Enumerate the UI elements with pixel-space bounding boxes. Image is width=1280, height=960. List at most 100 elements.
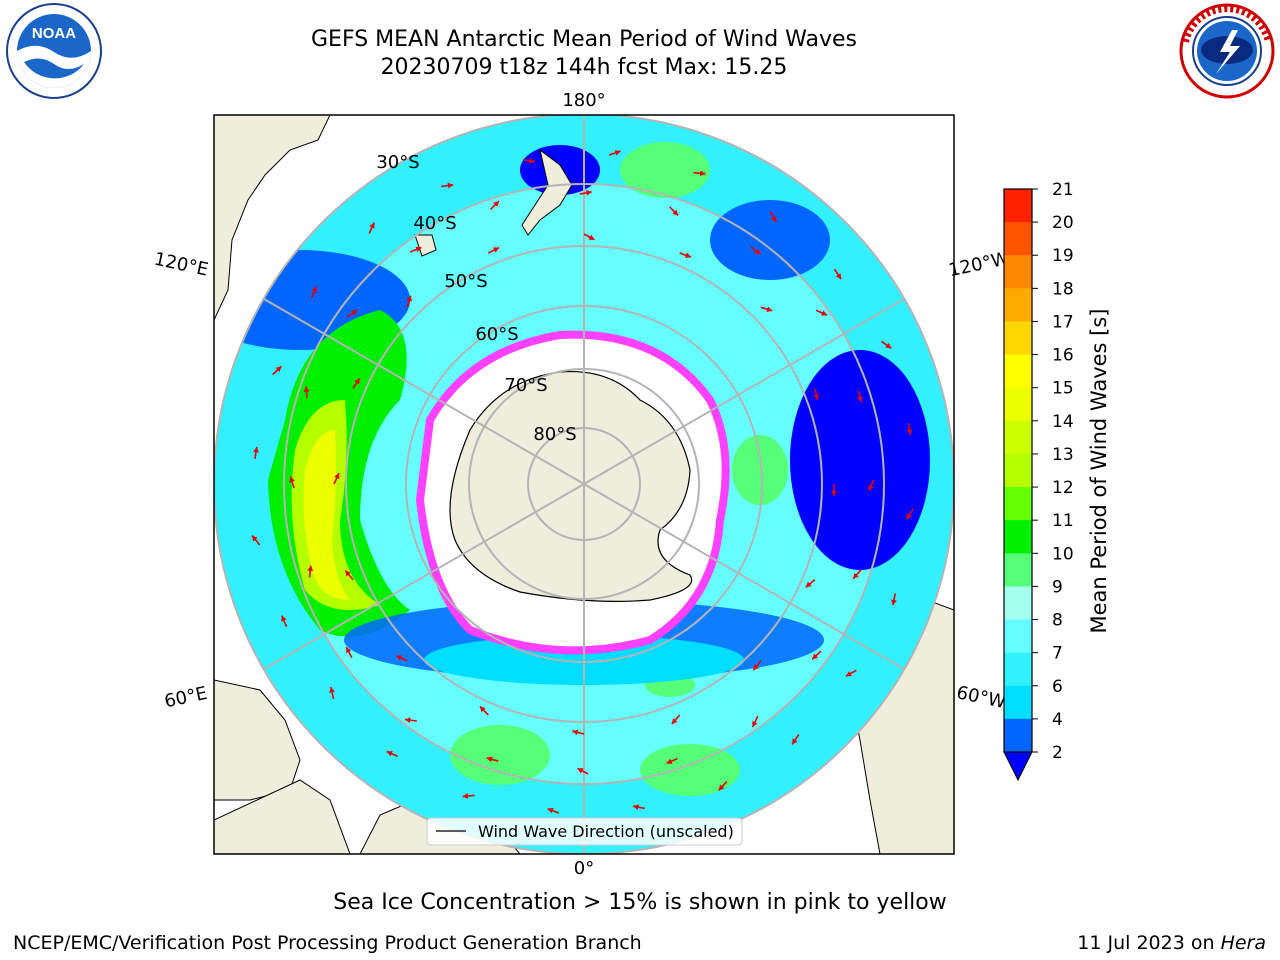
colorbar-swatch — [1004, 453, 1032, 488]
wave-direction-arrowhead — [685, 252, 691, 258]
wave-direction-arrowhead — [289, 476, 295, 483]
colorbar-swatch — [1004, 387, 1032, 422]
colorbar-swatch — [1004, 288, 1032, 322]
colorbar-swatch — [1004, 222, 1032, 256]
wave-direction-arrowhead — [329, 687, 335, 693]
wave-direction-arrowhead — [447, 182, 454, 189]
wave-direction-arrowhead — [572, 729, 579, 736]
nws-logo-icon — [1179, 3, 1275, 99]
wave-direction-arrowhead — [307, 565, 314, 572]
wave-direction-arrowhead — [672, 209, 679, 216]
lat-label-40s: 40°S — [413, 213, 456, 234]
sea-ice-note: Sea Ice Concentration > 15% is shown in … — [333, 890, 947, 915]
colorbar-tick-label: 4 — [1052, 710, 1063, 730]
colorbar-label: Mean Period of Wind Waves [s] — [1087, 309, 1111, 634]
colorbar-swatch — [1004, 553, 1032, 587]
wave-direction-arrowhead — [812, 653, 818, 660]
wave-direction-arrowhead — [311, 286, 317, 293]
wave-direction-arrowhead — [346, 647, 352, 654]
colorbar-swatch — [1004, 718, 1032, 753]
wave-direction-arrowhead — [906, 429, 913, 435]
colorbar-swatch — [1004, 255, 1032, 289]
colorbar-tick-label: 6 — [1052, 677, 1063, 697]
colorbar-tick-label: 10 — [1052, 544, 1074, 564]
wave-direction-arrowhead — [752, 720, 758, 727]
colorbar-tick-label: 19 — [1052, 246, 1074, 266]
wave-direction-arrowhead — [354, 378, 360, 385]
colorbar-swatch — [1004, 520, 1032, 554]
colorbar-tick-label: 16 — [1052, 346, 1074, 366]
wave-direction-arrowhead — [369, 222, 375, 229]
chart-title: GEFS MEAN Antarctic Mean Period of Wind … — [311, 27, 857, 52]
wave-direction-arrowhead — [406, 295, 412, 302]
wave-direction-arrowhead — [671, 718, 678, 725]
wave-direction-arrowhead — [493, 201, 500, 207]
colorbar-tick-label: 12 — [1052, 478, 1074, 498]
wave-direction-arrowhead — [753, 664, 759, 671]
wave-direction-arrowhead — [853, 572, 859, 579]
wave-direction-arrowhead — [479, 706, 486, 713]
graticule — [214, 115, 954, 854]
wave-direction-arrowhead — [386, 750, 393, 757]
legend-label: Wind Wave Direction (unscaled) — [478, 822, 734, 841]
colorbar-swatch — [1004, 354, 1032, 389]
colorbar-tick-label: 7 — [1052, 644, 1063, 664]
wave-direction-arrowhead — [577, 768, 584, 774]
colorbar-swatch — [1004, 487, 1032, 521]
colorbar-tick-label: 2 — [1052, 743, 1063, 763]
wave-direction-arrowhead — [334, 473, 340, 480]
lon-label-120e: 120°E — [152, 249, 210, 281]
wave-direction-arrowhead — [792, 738, 798, 745]
colorbar-frame — [1003, 188, 1033, 753]
map-frame — [213, 114, 955, 855]
wave-direction-arrowhead — [699, 170, 706, 177]
colorbar-tick-label: 8 — [1052, 611, 1063, 631]
lat-label-50s: 50°S — [444, 271, 487, 292]
noaa-logo-text: NOAA — [32, 25, 76, 42]
wave-direction-arrowhead — [666, 758, 673, 764]
colorbar-swatch — [1004, 586, 1032, 621]
colorbar-tick-label: 21 — [1052, 180, 1074, 200]
colorbar-tick-label: 15 — [1052, 379, 1074, 399]
wave-direction-arrowhead — [588, 234, 595, 240]
wave-direction-arrowhead — [718, 784, 725, 791]
lat-label-30s: 30°S — [376, 152, 419, 173]
colorbar-swatch — [1004, 619, 1032, 654]
footer-date: 11 Jul 2023 on Hera — [1077, 932, 1266, 954]
lat-label-70s: 70°S — [504, 375, 547, 396]
colorbar-tick-label: 18 — [1052, 279, 1074, 299]
colorbar-tick-label: 20 — [1052, 213, 1074, 233]
wave-direction-arrowhead — [396, 655, 403, 661]
wave-direction-arrowhead — [486, 756, 493, 763]
colorbar-swatch — [1004, 420, 1032, 455]
footer-host: Hera — [1220, 932, 1266, 954]
wave-direction-arrowhead — [885, 342, 892, 349]
colorbar-tick-label: 11 — [1052, 511, 1074, 531]
wave-direction-arrowhead — [831, 490, 837, 496]
wave-direction-arrowhead — [821, 310, 828, 316]
wave-direction-arrowhead — [845, 671, 852, 677]
wave-direction-arrowhead — [805, 581, 812, 588]
wave-direction-arrowhead — [868, 484, 874, 491]
wave-direction-arrowhead — [857, 396, 863, 403]
noaa-logo-icon: NOAA — [6, 3, 102, 99]
colorbar-under-arrow — [1003, 751, 1033, 782]
wave-direction-arrowhead — [529, 157, 536, 164]
colorbar-tick-label: 9 — [1052, 577, 1063, 597]
wave-direction-arrowhead — [281, 615, 287, 622]
wave-direction-arrowhead — [813, 394, 820, 401]
wave-direction-arrowhead — [493, 247, 500, 253]
lon-label-120w: 120°W — [947, 248, 1011, 281]
wave-direction-arrowhead — [771, 216, 777, 223]
wave-direction-arrowhead — [404, 717, 411, 724]
wave-direction-arrowhead — [754, 248, 761, 255]
wave-direction-arrowhead — [415, 246, 422, 253]
lon-label-60w: 60°W — [955, 682, 1008, 713]
colorbar: 2 4 6 7 8 9 10 11 12 13 14 15 16 17 18 19 20 21 — [1003, 180, 1074, 782]
wave-direction-arrowhead — [345, 570, 351, 577]
wave-direction-arrowhead — [547, 807, 554, 814]
wave-direction-arrowhead — [253, 446, 259, 453]
chart-subtitle-run-info: 20230709 t18z 144h fcst Max: 15.25 — [380, 55, 788, 80]
wind-wave-arrows — [251, 150, 914, 814]
